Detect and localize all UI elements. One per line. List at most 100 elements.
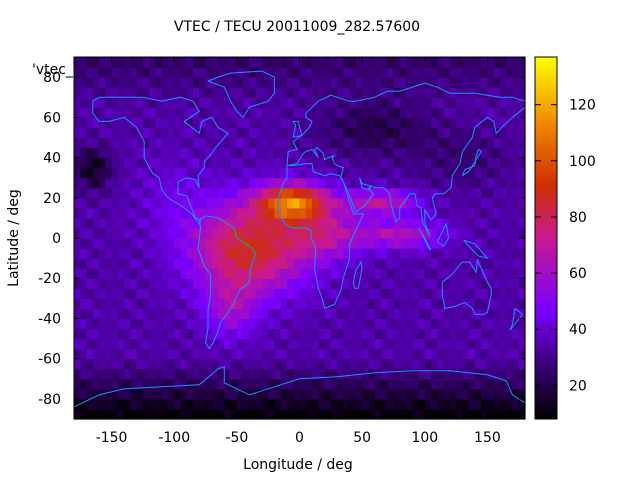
heatmap-cell: [117, 157, 125, 169]
heatmap-cell: [280, 258, 288, 269]
heatmap-cell: [174, 207, 182, 219]
heatmap-cell: [249, 318, 257, 330]
heatmap-cell: [161, 147, 169, 159]
heatmap-cell: [230, 217, 238, 229]
heatmap-cell: [161, 167, 169, 179]
heatmap-cell: [305, 278, 313, 289]
heatmap-cell: [493, 157, 501, 169]
heatmap-cell: [111, 57, 119, 68]
heatmap-cell: [456, 378, 463, 390]
heatmap-cell: [211, 308, 219, 320]
heatmap-cell: [205, 177, 213, 189]
heatmap-cell: [305, 298, 313, 309]
heatmap-cell: [362, 57, 369, 68]
heatmap-cell: [111, 358, 119, 370]
heatmap-cell: [105, 177, 113, 189]
heatmap-cell: [443, 157, 451, 169]
heatmap-cell: [418, 147, 426, 159]
heatmap-cell: [136, 308, 144, 320]
heatmap-cell: [387, 117, 395, 128]
heatmap-cell: [418, 187, 426, 199]
heatmap-cell: [74, 77, 81, 88]
heatmap-cell: [117, 328, 125, 340]
heatmap-cell: [368, 328, 376, 340]
heatmap-cell: [193, 177, 200, 189]
heatmap-cell: [193, 217, 200, 229]
heatmap-cell: [456, 268, 463, 279]
heatmap-cell: [324, 87, 332, 98]
heatmap-cell: [393, 157, 401, 169]
heatmap-cell: [324, 167, 332, 179]
heatmap-cell: [80, 378, 88, 390]
heatmap-cell: [261, 338, 269, 350]
heatmap-cell: [424, 278, 432, 289]
heatmap-cell: [355, 87, 363, 98]
heatmap-cell: [174, 107, 182, 118]
heatmap-cell: [268, 268, 276, 279]
heatmap-cell: [193, 137, 200, 149]
heatmap-cell: [74, 318, 81, 330]
heatmap-cell: [437, 348, 445, 360]
heatmap-cell: [274, 227, 282, 239]
heatmap-cell: [161, 328, 169, 340]
heatmap-cell: [443, 368, 451, 380]
heatmap-cell: [449, 167, 457, 179]
heatmap-cell: [437, 248, 445, 259]
heatmap-cell: [418, 57, 426, 68]
heatmap-cell: [462, 268, 470, 279]
heatmap-cell: [481, 137, 489, 149]
heatmap-cell: [456, 77, 463, 88]
heatmap-cell: [105, 147, 113, 159]
heatmap-cell: [142, 77, 150, 88]
heatmap-cell: [155, 408, 163, 420]
heatmap-cell: [343, 348, 351, 360]
heatmap-cell: [274, 127, 282, 139]
heatmap-cell: [462, 408, 470, 420]
heatmap-cell: [456, 248, 463, 259]
heatmap-cell: [230, 268, 238, 279]
heatmap-cell: [211, 137, 219, 149]
heatmap-cell: [86, 308, 94, 320]
heatmap-cell: [374, 318, 382, 330]
heatmap-cell: [487, 308, 495, 320]
heatmap-cell: [180, 278, 188, 289]
heatmap-cell: [405, 207, 413, 219]
heatmap-cell: [186, 368, 194, 380]
heatmap-cell: [124, 177, 131, 189]
heatmap-cell: [393, 248, 401, 259]
heatmap-cell: [218, 167, 225, 179]
heatmap-cell: [255, 248, 263, 259]
heatmap-cell: [506, 368, 514, 380]
heatmap-cell: [92, 258, 100, 269]
heatmap-cell: [218, 147, 225, 159]
heatmap-cell: [193, 157, 200, 169]
heatmap-cell: [431, 147, 438, 159]
heatmap-cell: [349, 97, 357, 108]
heatmap-cell: [224, 147, 232, 159]
heatmap-cell: [111, 77, 119, 88]
coastline: [359, 177, 371, 191]
heatmap-cell: [174, 137, 182, 149]
heatmap-cell: [249, 77, 257, 88]
heatmap-cell: [343, 157, 351, 169]
heatmap-cell: [506, 127, 514, 139]
heatmap-cell: [261, 308, 269, 320]
heatmap-cell: [286, 217, 294, 229]
heatmap-cell: [261, 238, 269, 249]
heatmap-cell: [268, 167, 276, 179]
heatmap-cell: [393, 167, 401, 179]
heatmap-cell: [431, 107, 438, 118]
heatmap-cell: [374, 167, 382, 179]
heatmap-cell: [393, 348, 401, 360]
heatmap-cell: [399, 318, 407, 330]
heatmap-cell: [243, 217, 250, 229]
heatmap-cell: [368, 57, 376, 68]
heatmap-cell: [236, 368, 244, 380]
heatmap-cell: [387, 348, 395, 360]
heatmap-cell: [286, 308, 294, 320]
heatmap-cell: [105, 248, 113, 259]
heatmap-cell: [474, 358, 482, 370]
heatmap-cell: [362, 77, 369, 88]
heatmap-cell: [80, 157, 88, 169]
heatmap-cell: [405, 77, 413, 88]
